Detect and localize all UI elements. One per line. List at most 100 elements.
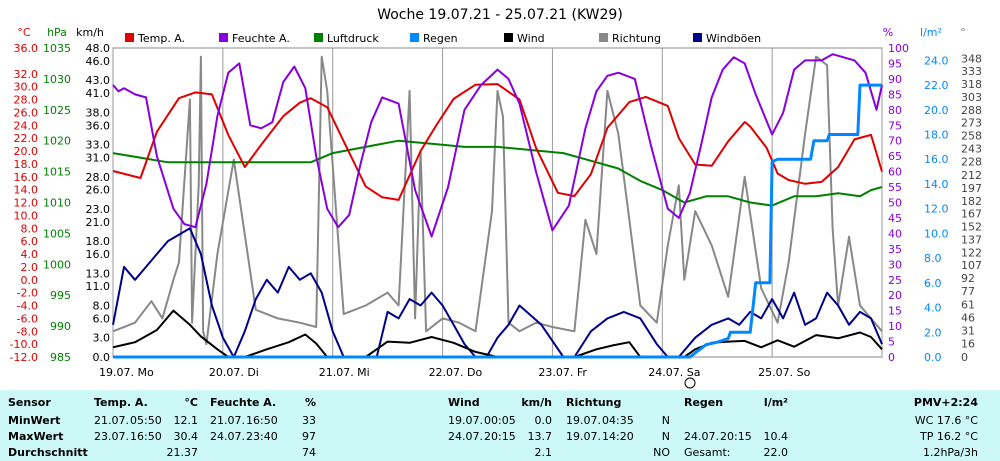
tick-press: 995 [50,289,71,302]
stats-right: 1.2hPa/3h [922,446,978,459]
tick-rain: 12.0 [924,203,949,216]
tick-temp: 36.0 [14,42,39,55]
stats-table: Sensor Temp. A. °C Feuchte A. % Wind km/… [0,390,1000,461]
tick-press: 1010 [43,197,71,210]
tick-wind: 41.0 [86,87,111,100]
tick-press: 990 [50,320,71,333]
stats-rain_date: 24.07. [684,430,719,443]
stats-dir_time: 04:35 [602,414,634,427]
stats-hum_time: 23:40 [246,430,278,443]
tick-hum: 60 [888,166,902,179]
stats-pmv: PMV+2:24 [913,396,978,409]
tick-dir: 31 [961,324,975,337]
stats-wind_val: 2.1 [534,446,553,459]
tick-dir: 61 [961,299,975,312]
tick-press: 1005 [43,227,71,240]
stats-dir_val: N [661,430,670,443]
stats-temp-unit: °C [184,396,198,409]
tick-press: 1025 [43,104,71,117]
tick-press: 1000 [43,258,71,271]
tick-temp: 2.0 [21,261,39,274]
legend: Temp. A. Feuchte A. Luftdruck Regen Wind Rich… [125,32,761,45]
x-tick-label: 23.07. Fr [538,366,587,379]
tick-temp: -2.0 [17,287,38,300]
tick-dir: 122 [961,246,982,259]
stats-wind-unit: km/h [521,396,552,409]
stats-rain_time: 20:15 [720,430,752,443]
tick-hum: 50 [888,197,902,210]
tick-temp: 32.0 [14,68,39,81]
tick-dir: 273 [961,117,982,130]
tick-dir: 46 [961,312,975,325]
tick-hum: 45 [888,212,902,225]
tick-wind: 0.0 [93,351,111,364]
tick-wind: 43.0 [86,74,111,87]
tick-press: 1015 [43,166,71,179]
tick-hum: 35 [888,243,902,256]
stats-dir_time: 14:20 [602,430,634,443]
legend-label-temp: Temp. A. [137,32,185,45]
tick-press: 1035 [43,42,71,55]
axis-unit-wind: km/h [76,26,104,39]
stats-hum_val: 33 [302,414,316,427]
tick-rain: 18.0 [924,129,949,142]
legend-swatch-temp [125,33,134,42]
tick-wind: 36.0 [86,119,111,132]
tick-hum: 100 [888,42,909,55]
tick-temp: 16.0 [14,171,39,184]
tick-temp: 28.0 [14,94,39,107]
series [112,53,883,359]
stats-dir_val: NO [653,446,670,459]
tick-rain: 8.0 [924,252,942,265]
tick-wind: 46.0 [86,55,111,68]
time-marker-icon[interactable] [684,377,696,389]
tick-wind: 33.0 [86,139,111,152]
tick-hum: 5 [888,336,895,349]
tick-wind: 38.0 [86,106,111,119]
tick-dir: 167 [961,208,982,221]
tick-temp: 0.0 [21,274,39,287]
tick-hum: 55 [888,181,902,194]
stats-dir-header: Richtung [566,396,622,409]
series-press [112,139,883,207]
tick-temp: -12.0 [10,351,38,364]
axis-unit-rain: l/m² [920,26,942,39]
tick-press: 1030 [43,73,71,86]
tick-wind: 13.0 [86,267,111,280]
tick-hum: 65 [888,150,902,163]
series-wind [112,309,883,358]
stats-hum-unit: % [304,396,316,409]
tick-wind: 3.0 [93,332,111,345]
stats-rain-unit: l/m² [763,396,788,409]
stats-rain_date: Gesamt: [684,446,731,459]
legend-swatch-hum [219,33,228,42]
tick-dir: 212 [961,169,982,182]
stats-temp_val: 12.1 [173,414,199,427]
stats-wind_date: 19.07. [448,414,483,427]
tick-hum: 70 [888,135,902,148]
tick-dir: 318 [961,78,982,91]
stats-hum-header: Feuchte A. [210,396,277,409]
tick-dir: 243 [961,142,982,155]
tick-dir: 77 [961,285,975,298]
tick-dir: 107 [961,259,982,272]
tick-rain: 0.0 [924,351,942,364]
tick-dir: 197 [961,182,982,195]
tick-dir: 348 [961,52,982,65]
stats-wind_time: 00:05 [484,414,516,427]
stats-sensor-header: Sensor [8,396,51,409]
stats-temp_date: 23.07. [94,430,129,443]
tick-hum: 95 [888,57,902,70]
tick-wind: 23.0 [86,203,111,216]
tick-press: 985 [50,351,71,364]
x-tick-label: 25.07. So [758,366,810,379]
series-gust [112,227,883,358]
stats-hum_val: 74 [302,446,316,459]
stats-label: MaxWert [8,430,64,443]
stats-wind_val: 0.0 [534,414,553,427]
tick-temp: 22.0 [14,132,39,145]
tick-dir: 152 [961,221,982,234]
stats-dir_date: 19.07. [566,414,601,427]
axis-unit-press: hPa [47,26,67,39]
stats-temp-header: Temp. A. [94,396,148,409]
